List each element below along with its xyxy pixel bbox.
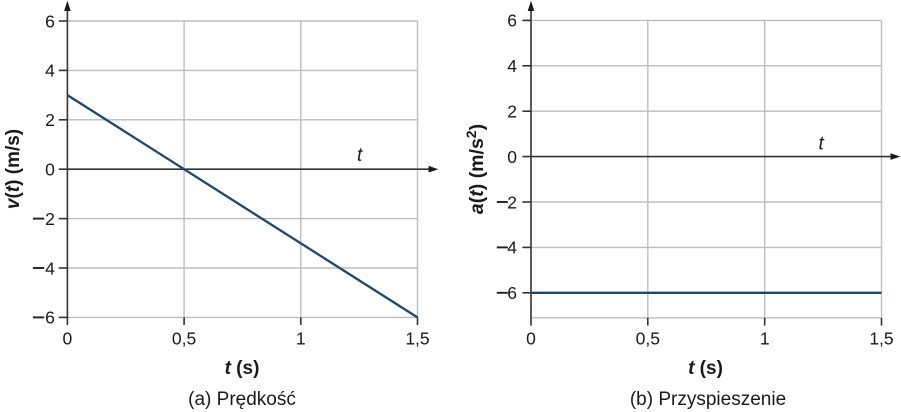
- svg-text:6: 6: [45, 308, 55, 328]
- svg-text:t: t: [819, 134, 825, 155]
- svg-text:6: 6: [507, 283, 517, 303]
- svg-text:0: 0: [45, 160, 55, 180]
- svg-text:4: 4: [45, 258, 55, 278]
- svg-text:1,5: 1,5: [869, 329, 893, 349]
- svg-text:(b) Przyspieszenie: (b) Przyspieszenie: [630, 389, 786, 410]
- svg-text:2: 2: [507, 192, 517, 212]
- svg-text:a(t) (m/s2): a(t) (m/s2): [463, 124, 488, 214]
- svg-text:1: 1: [296, 329, 306, 349]
- svg-text:t (s): t (s): [225, 358, 260, 379]
- svg-text:t (s): t (s): [688, 358, 723, 379]
- svg-text:(a) Prędkość: (a) Prędkość: [188, 389, 296, 410]
- svg-text:4: 4: [507, 238, 517, 258]
- svg-text:6: 6: [45, 11, 55, 31]
- svg-text:4: 4: [45, 61, 55, 81]
- svg-text:4: 4: [507, 56, 517, 76]
- svg-text:t: t: [357, 145, 363, 166]
- svg-text:2: 2: [507, 102, 517, 122]
- svg-text:0,5: 0,5: [172, 329, 196, 349]
- svg-text:6: 6: [507, 11, 517, 31]
- svg-text:2: 2: [45, 110, 55, 130]
- svg-text:0: 0: [526, 329, 536, 349]
- svg-text:0: 0: [63, 329, 73, 349]
- svg-text:2: 2: [45, 209, 55, 229]
- svg-text:1: 1: [760, 329, 770, 349]
- svg-text:1,5: 1,5: [405, 329, 429, 349]
- svg-text:0: 0: [507, 147, 517, 167]
- svg-text:v(t) (m/s): v(t) (m/s): [3, 129, 24, 209]
- svg-text:0,5: 0,5: [636, 329, 660, 349]
